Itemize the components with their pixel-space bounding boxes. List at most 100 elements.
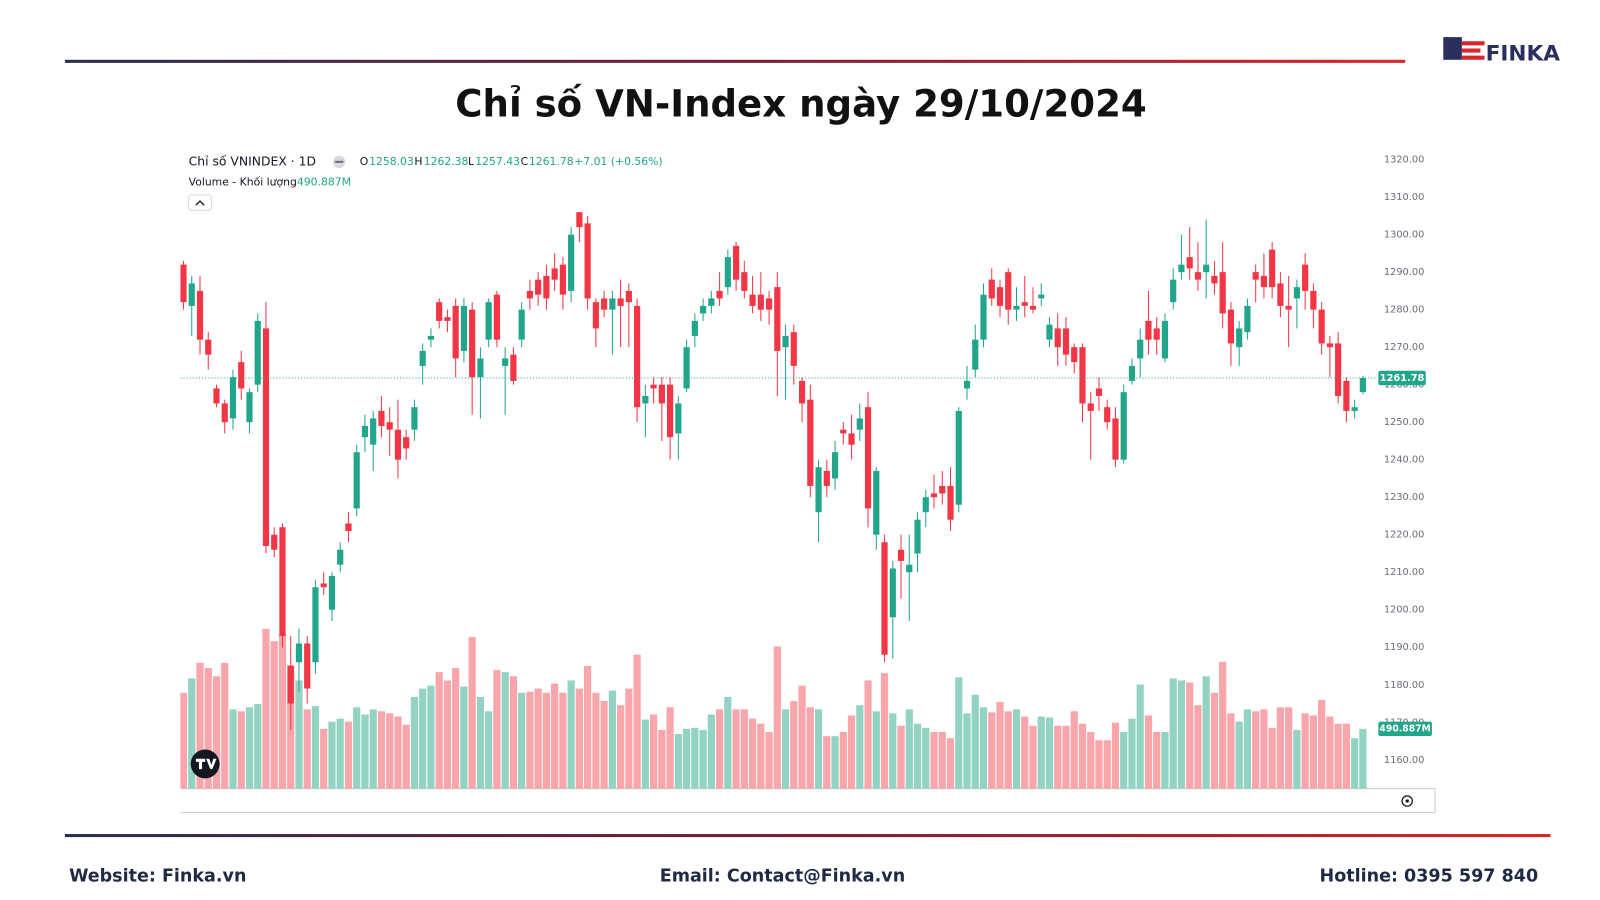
volume-bar <box>1268 727 1276 789</box>
volume-bar <box>1062 725 1070 789</box>
candle-body <box>510 354 517 381</box>
candle-body <box>1318 309 1325 344</box>
candle-body <box>1335 343 1342 396</box>
volume-bar <box>1293 729 1301 789</box>
volume-bar <box>1202 676 1210 789</box>
footer-website: Website: Finka.vn <box>69 866 246 886</box>
y-tick-label: 1160.00 <box>1384 755 1424 766</box>
candle-body <box>1178 264 1185 273</box>
volume-bar <box>674 734 682 789</box>
candle-body <box>427 335 435 340</box>
candle-body <box>444 317 451 321</box>
legend-c: C <box>521 155 529 168</box>
volume-bar <box>443 680 452 789</box>
candle-body <box>592 302 599 329</box>
x-tick-label: áng 4 <box>179 796 205 807</box>
volume-bar <box>278 634 287 789</box>
candle-body <box>823 470 830 486</box>
volume-bar <box>344 721 353 789</box>
volume-bar <box>188 678 196 789</box>
y-tick-label: 1200.00 <box>1384 605 1424 616</box>
candle-body <box>238 362 245 389</box>
volume-bar <box>1227 713 1235 789</box>
volume-bar <box>691 727 699 789</box>
volume-bar <box>427 685 435 789</box>
volume-bar <box>1235 721 1243 789</box>
volume-bar <box>1153 731 1161 789</box>
top-rule <box>64 59 1406 63</box>
volume-bar <box>1078 723 1087 789</box>
candle-body <box>873 470 880 535</box>
volume-bar <box>254 704 262 789</box>
volume-bar <box>518 692 526 789</box>
settings-icon[interactable] <box>1401 795 1413 807</box>
volume-bar <box>386 713 394 789</box>
y-tick-label: 1290.00 <box>1384 267 1424 278</box>
candle-body <box>782 335 789 348</box>
candle-body <box>1145 320 1152 340</box>
candle-body <box>1005 272 1012 310</box>
volume-bar <box>658 729 666 789</box>
y-tick-label: 1320.00 <box>1384 155 1424 166</box>
candle-body <box>485 302 492 340</box>
volume-bar <box>1210 692 1219 789</box>
volume-bar <box>353 707 361 789</box>
candle-body <box>963 380 971 389</box>
volume-bar <box>1169 678 1177 789</box>
candle-body <box>304 643 311 689</box>
volume-bar <box>485 711 493 789</box>
candle-body <box>1112 418 1119 460</box>
volume-bar <box>781 709 790 789</box>
volume-bar <box>1128 718 1136 789</box>
volume-bar <box>559 692 567 789</box>
legend-h: H <box>414 155 422 168</box>
volume-bar <box>625 688 633 789</box>
candle-body <box>1079 347 1086 404</box>
candle-body <box>774 287 781 351</box>
volume-bar <box>806 707 814 789</box>
volume-bar <box>971 694 979 789</box>
last-volume-label: 490.887M <box>1379 723 1430 734</box>
candle-body <box>1277 283 1284 306</box>
volume-bar <box>880 673 889 789</box>
volume-bar <box>641 719 649 789</box>
volume-bar <box>699 729 707 789</box>
volume-bar <box>666 707 674 789</box>
candle-body <box>815 467 822 513</box>
volume-bar <box>798 685 806 789</box>
candle-body <box>856 418 863 430</box>
volume-bar <box>394 716 402 789</box>
candle-body <box>708 298 715 306</box>
collapse-button[interactable] <box>188 194 212 211</box>
legend-c-value: 1261.78 <box>529 155 574 168</box>
candle-body <box>213 388 220 404</box>
volume-bar <box>551 683 559 789</box>
volume-bar <box>311 706 320 789</box>
volume-bar <box>732 709 740 789</box>
volume-bar <box>237 711 245 789</box>
volume-bar <box>1326 716 1334 789</box>
candle-body <box>765 298 773 310</box>
candle-body <box>1252 272 1259 280</box>
volume-bar <box>1021 716 1029 789</box>
candle-body <box>1326 343 1333 348</box>
candle-body <box>1021 302 1028 306</box>
volume-bar <box>534 688 542 789</box>
candle-body <box>1029 305 1037 310</box>
volume-bar <box>600 701 608 789</box>
candle-body <box>1203 264 1210 273</box>
candle-body <box>196 290 204 340</box>
y-tick-label: 1280.00 <box>1384 305 1424 316</box>
candle-body <box>881 542 888 655</box>
volume-bar <box>1120 731 1128 789</box>
volume-bar <box>1334 723 1342 789</box>
x-tick-label: Tháng 10 <box>1175 796 1220 807</box>
candle-body <box>807 399 814 486</box>
volume-bar <box>839 731 847 789</box>
candle-body <box>312 587 319 663</box>
candle-body <box>617 298 624 306</box>
volume-bar <box>757 723 765 789</box>
candle-body <box>551 268 558 280</box>
volume-bar <box>897 725 905 789</box>
